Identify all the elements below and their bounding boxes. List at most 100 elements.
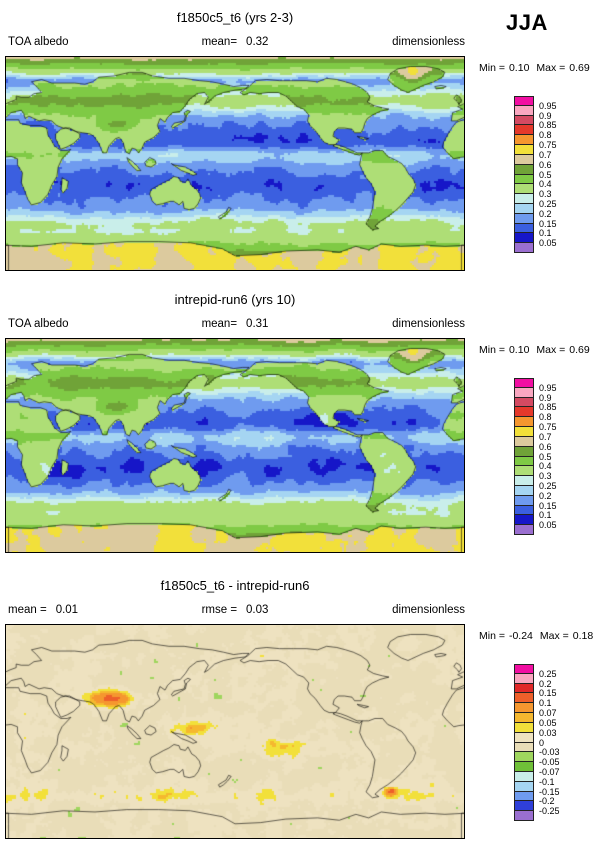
colorbar-tick-label: -0.15 — [539, 786, 560, 797]
max-value: 0.69 — [569, 62, 590, 74]
colorbar-swatch — [514, 105, 534, 116]
colorbar-tick-label: 0.5 — [539, 169, 552, 180]
colorbar-swatch — [514, 194, 534, 204]
colorbar-tick-label: 0.07 — [539, 708, 557, 719]
colorbar-tick-label: 0 — [539, 737, 545, 748]
colorbar-swatch — [514, 223, 534, 234]
max-value: 0.69 — [569, 344, 590, 356]
colorbar-swatch — [514, 781, 534, 792]
minmax-line: Min = -0.24 Max = 0.18 — [479, 630, 593, 642]
colorbar-difference: -0.25 -0.2 -0.15 -0.1 -0.07 -0.05 -0.03 0 0.03 0.… — [514, 664, 576, 821]
colorbar-tick-label: -0.05 — [539, 757, 560, 768]
minmax-line: Min = 0.10 Max = 0.69 — [479, 344, 590, 356]
colorbar-swatch — [514, 233, 534, 244]
colorbar-tick-label: 0.3 — [539, 471, 552, 482]
colorbar-tick-label: 0.9 — [539, 110, 552, 121]
min-value: -0.24 — [508, 630, 533, 642]
panel-case2: intrepid-run6 (yrs 10) TOA albedo mean= 0… — [0, 292, 614, 574]
colorbar-swatch — [514, 387, 534, 398]
colorbar-tick-label: 0.5 — [539, 451, 552, 462]
colorbar-swatch — [514, 791, 534, 802]
colorbar-swatch — [514, 397, 534, 408]
colorbar-tick-label: -0.03 — [539, 747, 560, 758]
colorbar-swatch — [514, 456, 534, 467]
colorbar-tick-label: 0.25 — [539, 480, 557, 491]
variable-label: TOA albedo — [8, 36, 69, 48]
colorbar-tick-label: 0.6 — [539, 159, 552, 170]
colorbar-tick-label: 0.75 — [539, 140, 557, 151]
colorbar-swatch — [514, 673, 534, 684]
colorbar-tick-label: 0.4 — [539, 461, 552, 472]
colorbar-tick-label: 0.6 — [539, 441, 552, 452]
colorbar-swatch — [514, 811, 534, 821]
stat-value: 0.32 — [246, 36, 269, 48]
panel-title: f1850c5_t6 - intrepid-run6 — [160, 578, 310, 593]
colorbar-tick-label: 0.15 — [539, 688, 557, 699]
colorbar-tick-label: 0.1 — [539, 228, 552, 239]
albedo-map-case1 — [6, 57, 464, 270]
colorbar-tick-label: -0.07 — [539, 766, 560, 777]
colorbar-swatch — [514, 203, 534, 214]
mean-stat: mean= 0.32 — [202, 36, 269, 48]
min-label: Min = — [479, 62, 505, 74]
colorbar-swatch — [514, 378, 534, 388]
colorbar-swatch — [514, 476, 534, 486]
panel-stats-row: TOA albedo mean= 0.31 dimensionless — [5, 318, 465, 332]
colorbar-swatch — [514, 135, 534, 146]
colorbar-tick-label: 0.15 — [539, 500, 557, 511]
albedo-map-case2 — [6, 339, 464, 552]
colorbar-swatch — [514, 145, 534, 155]
colorbar-swatch — [514, 801, 534, 812]
min-value: 0.10 — [508, 344, 530, 356]
colorbar-tick-label: 0.25 — [539, 668, 557, 679]
colorbar-tick-label: 0.3 — [539, 189, 552, 200]
colorbar-swatch — [514, 436, 534, 447]
min-label: Min = — [479, 344, 505, 356]
colorbar-case2: 0.05 0.1 0.15 0.2 0.25 0.3 0.4 0.5 0.6 0.7 0.75 0.8… — [514, 378, 576, 535]
colorbar-swatch — [514, 417, 534, 428]
colorbar-tick-label: 0.05 — [539, 520, 557, 531]
season-label: JJA — [506, 10, 548, 35]
panel-stats-row: mean = 0.01 rmse = 0.03 dimensionless — [5, 604, 465, 618]
colorbar-swatch — [514, 154, 534, 165]
colorbar-swatch — [514, 713, 534, 723]
max-label: Max = — [539, 630, 569, 642]
rmse-stat: rmse = 0.03 — [202, 604, 269, 616]
colorbar-swatch — [514, 407, 534, 418]
colorbar-tick-label: 0.15 — [539, 218, 557, 229]
colorbar-tick-label: -0.25 — [539, 806, 560, 817]
colorbar-swatch — [514, 771, 534, 782]
stat-value: 0.31 — [246, 318, 269, 330]
colorbar-tick-label: 0.95 — [539, 382, 557, 393]
colorbar-tick-label: 0.03 — [539, 727, 557, 738]
difference-map — [6, 625, 464, 838]
colorbar-swatch — [514, 466, 534, 477]
panel-difference: f1850c5_t6 - intrepid-run6 mean = 0.01 rm… — [0, 578, 614, 860]
colorbar-tick-label: 0.75 — [539, 422, 557, 433]
stat-value: 0.03 — [246, 604, 269, 616]
min-value: 0.10 — [508, 62, 530, 74]
colorbar-swatch — [514, 722, 534, 733]
colorbar-tick-label: 0.1 — [539, 698, 552, 709]
colorbar-swatch — [514, 664, 534, 674]
colorbar-tick-label: 0.7 — [539, 431, 552, 442]
panel-title: f1850c5_t6 (yrs 2-3) — [176, 10, 294, 25]
stat-label: rmse = — [201, 604, 238, 616]
colorbar-case1: 0.05 0.1 0.15 0.2 0.25 0.3 0.4 0.5 0.6 0.7 0.75 0.8… — [514, 96, 576, 253]
stat-value: 0.01 — [55, 604, 79, 616]
colorbar-swatch — [514, 683, 534, 694]
colorbar-tick-label: 0.2 — [539, 208, 552, 219]
colorbar-swatch — [514, 243, 534, 253]
colorbar-swatch — [514, 485, 534, 496]
units-label: dimensionless — [392, 36, 465, 48]
colorbar-tick-label: 0.2 — [539, 490, 552, 501]
panel-case1: f1850c5_t6 (yrs 2-3) TOA albedo mean= 0.3… — [0, 10, 614, 292]
variable-text: TOA albedo — [8, 36, 69, 48]
colorbar-tick-label: -0.1 — [539, 776, 555, 787]
map-frame — [5, 338, 465, 553]
colorbar-tick-label: 0.05 — [539, 238, 557, 249]
stat-label: mean = — [8, 604, 47, 616]
colorbar-swatch — [514, 213, 534, 224]
colorbar-tick-label: 0.1 — [539, 510, 552, 521]
